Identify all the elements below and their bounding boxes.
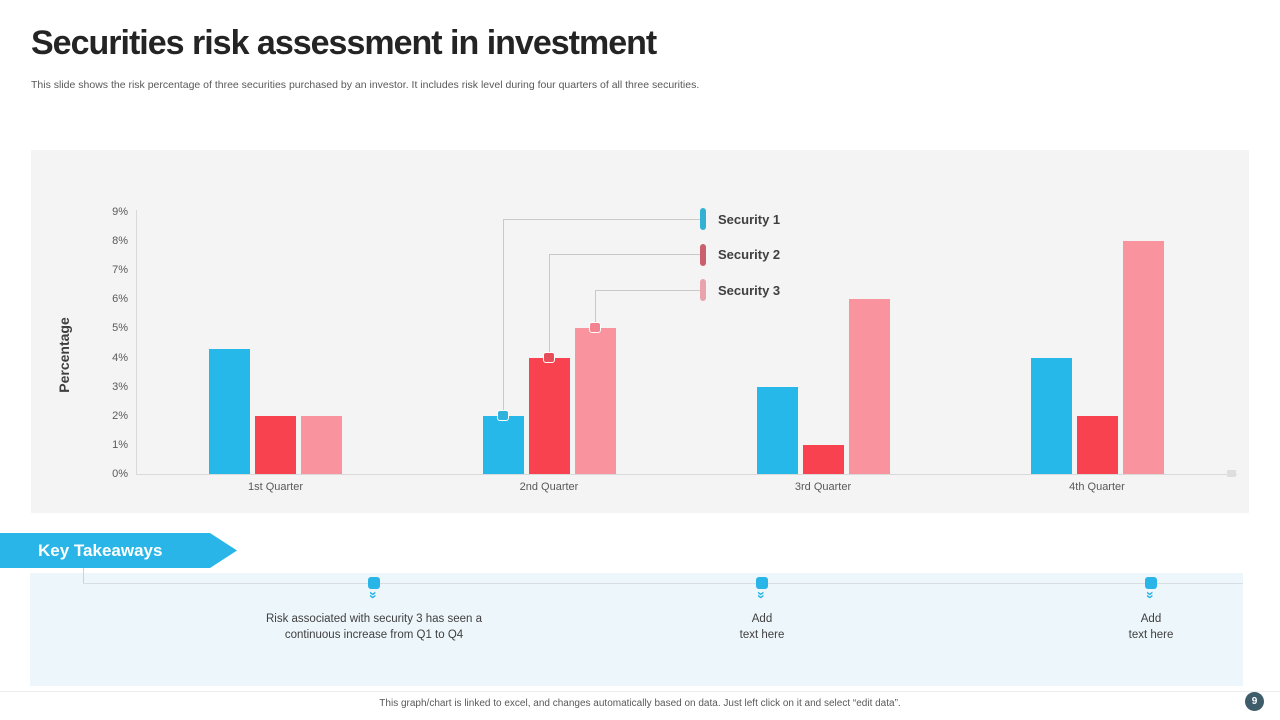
legend-callout-line xyxy=(503,219,504,411)
legend-swatch-security-3 xyxy=(700,279,706,301)
axis-end-handle xyxy=(1227,470,1236,477)
y-tick-label: 9% xyxy=(112,206,128,218)
page-number-badge: 9 xyxy=(1245,692,1264,711)
legend-label: Security 1 xyxy=(718,211,781,227)
y-tick-label: 2% xyxy=(112,409,128,422)
legend-item-security-2[interactable]: Security 2 xyxy=(700,243,781,266)
data-point-marker xyxy=(497,409,509,421)
timeline-node-icon xyxy=(368,577,380,589)
y-tick-label: 5% xyxy=(112,322,128,335)
legend-item-security-3[interactable]: Security 3 xyxy=(700,279,780,301)
legend-swatch-security-1 xyxy=(700,208,706,230)
bar-security-2-2nd-quarter[interactable] xyxy=(528,357,570,474)
bar-security-1-3rd-quarter[interactable] xyxy=(756,386,798,474)
takeaways-timeline xyxy=(83,583,1243,584)
x-category-label: 3rd Quarter xyxy=(794,481,852,493)
page-title: Securities risk assessment in investment xyxy=(31,24,657,62)
y-axis-line xyxy=(136,210,137,475)
data-point-marker xyxy=(543,351,555,363)
bar-security-2-4th-quarter[interactable] xyxy=(1076,415,1118,474)
risk-bar-chart[interactable]: Percentage Security 1 Security 2 Securit… xyxy=(31,150,1249,513)
y-tick-label: 7% xyxy=(112,264,128,277)
bar-security-2-1st-quarter[interactable] xyxy=(255,415,296,474)
banner-connector-line xyxy=(83,568,84,583)
x-axis-line xyxy=(136,474,1237,475)
legend-label: Security 3 xyxy=(718,282,781,298)
legend-swatch-security-2 xyxy=(700,243,706,266)
y-tick-label: 8% xyxy=(112,235,128,248)
timeline-node-icon xyxy=(1145,577,1157,589)
y-tick-label: 3% xyxy=(112,380,128,393)
legend-callout-line xyxy=(595,290,596,324)
bar-security-1-2nd-quarter[interactable] xyxy=(482,415,524,474)
x-category-label: 1st Quarter xyxy=(247,481,304,493)
y-tick-label: 0% xyxy=(112,468,128,480)
y-tick-label: 6% xyxy=(112,293,128,306)
chevrons-down-icon: » xyxy=(753,591,770,599)
key-takeaways-panel xyxy=(30,573,1243,686)
chevrons-down-icon: » xyxy=(1142,591,1159,599)
bar-security-2-3rd-quarter[interactable] xyxy=(802,444,844,474)
x-category-label: 4th Quarter xyxy=(1069,481,1125,493)
takeaway-text-1[interactable]: Risk associated with security 3 has seen… xyxy=(265,613,483,642)
footer-divider xyxy=(0,691,1280,692)
y-tick-label: 1% xyxy=(112,438,128,451)
data-point-marker xyxy=(589,322,601,334)
footer-note: This graph/chart is linked to excel, and… xyxy=(379,698,901,709)
bar-security-3-4th-quarter[interactable] xyxy=(1122,241,1164,474)
key-takeaways-banner: Key Takeaways xyxy=(0,533,237,568)
takeaway-text-3[interactable]: Add text here xyxy=(1128,613,1174,642)
legend-callout-line xyxy=(503,218,700,220)
y-tick-label: 4% xyxy=(112,351,128,364)
legend-callout-line xyxy=(595,289,700,291)
x-category-label: 2nd Quarter xyxy=(519,481,579,493)
bar-security-1-1st-quarter[interactable] xyxy=(209,348,250,474)
bar-security-3-1st-quarter[interactable] xyxy=(301,415,342,474)
legend-item-security-1[interactable]: Security 1 xyxy=(700,208,780,230)
page-subtitle: This slide shows the risk percentage of … xyxy=(31,79,700,91)
legend-callout-line xyxy=(549,254,550,353)
timeline-node-icon xyxy=(756,577,768,589)
bar-security-3-2nd-quarter[interactable] xyxy=(574,328,616,474)
chevrons-down-icon: » xyxy=(365,591,382,599)
bar-security-3-3rd-quarter[interactable] xyxy=(848,299,890,474)
bar-security-1-4th-quarter[interactable] xyxy=(1030,357,1072,474)
legend-label: Security 2 xyxy=(718,247,781,262)
takeaway-text-2[interactable]: Add text here xyxy=(739,613,785,642)
legend-callout-line xyxy=(549,254,700,255)
